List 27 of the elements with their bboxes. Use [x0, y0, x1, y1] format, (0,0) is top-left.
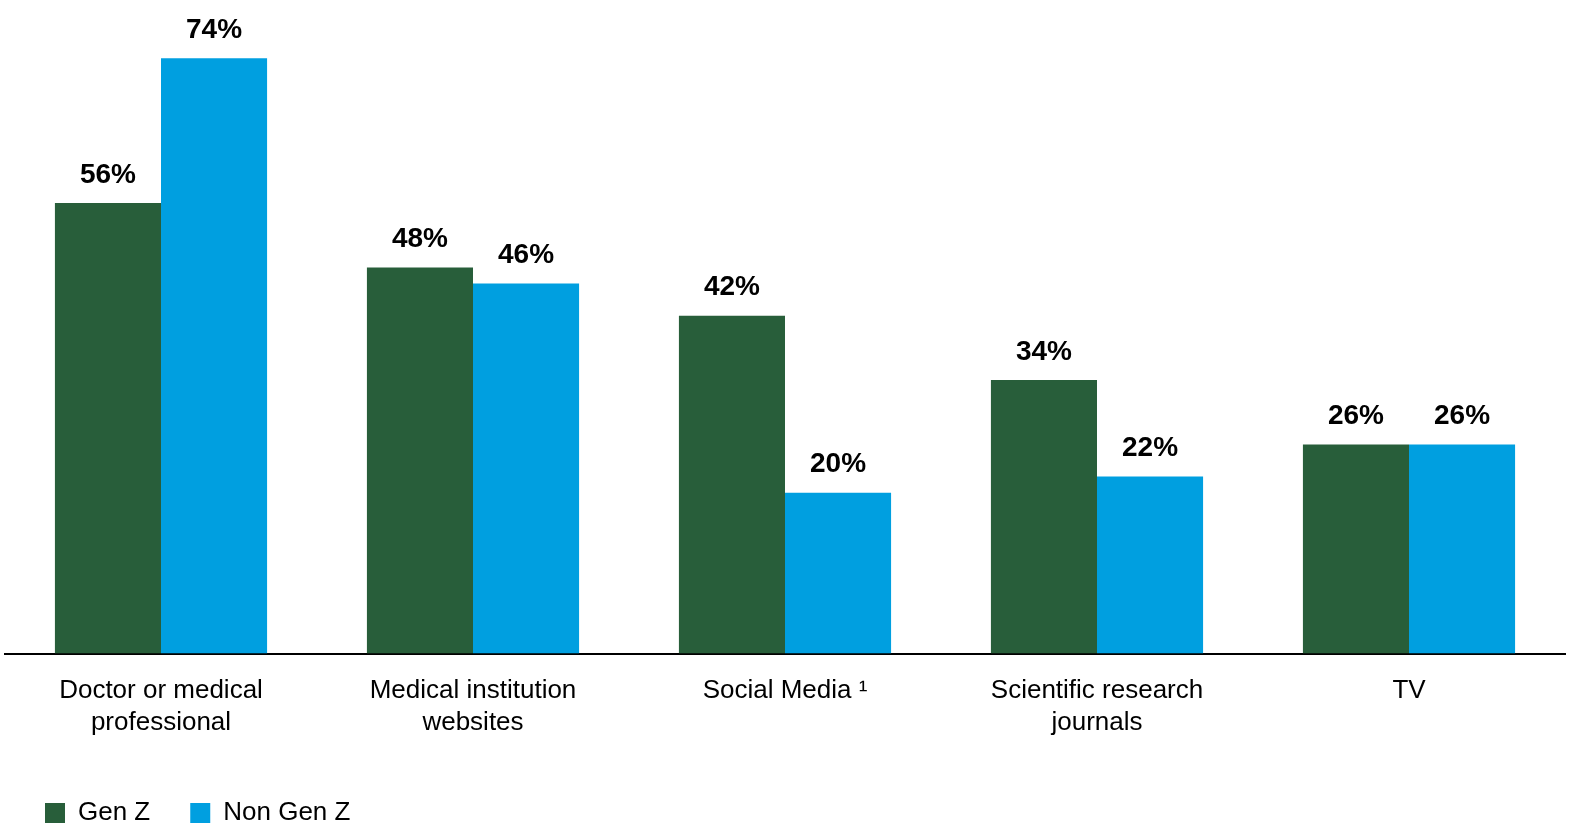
bar — [161, 58, 268, 654]
data-label: 56% — [79, 157, 137, 189]
data-label: 48% — [391, 222, 449, 254]
data-label: 26% — [1327, 399, 1385, 431]
bar — [473, 283, 580, 654]
bar — [366, 267, 473, 654]
data-label: 26% — [1434, 399, 1491, 431]
bar — [54, 203, 161, 654]
x-tick-label: Medical institution websites — [369, 674, 577, 736]
legend-label: Gen Z — [78, 796, 151, 827]
bar — [1302, 444, 1409, 654]
x-tick-label: Doctor or medical professional — [59, 674, 263, 736]
bar — [785, 492, 892, 654]
bar — [990, 380, 1097, 654]
x-tick-label: Social Media ¹ — [702, 674, 868, 705]
data-label: 46% — [498, 238, 555, 270]
data-label: 20% — [810, 447, 867, 479]
x-tick-label: TV — [1392, 674, 1427, 705]
bar — [1409, 444, 1516, 654]
bar — [678, 315, 785, 654]
data-label: 34% — [1015, 334, 1073, 366]
data-label: 74% — [186, 12, 243, 44]
bar — [1097, 476, 1204, 654]
data-label: 22% — [1122, 431, 1179, 463]
legend-label: Non Gen Z — [223, 796, 351, 827]
x-tick-label: Scientific research journals — [990, 674, 1204, 736]
data-label: 42% — [703, 270, 761, 302]
